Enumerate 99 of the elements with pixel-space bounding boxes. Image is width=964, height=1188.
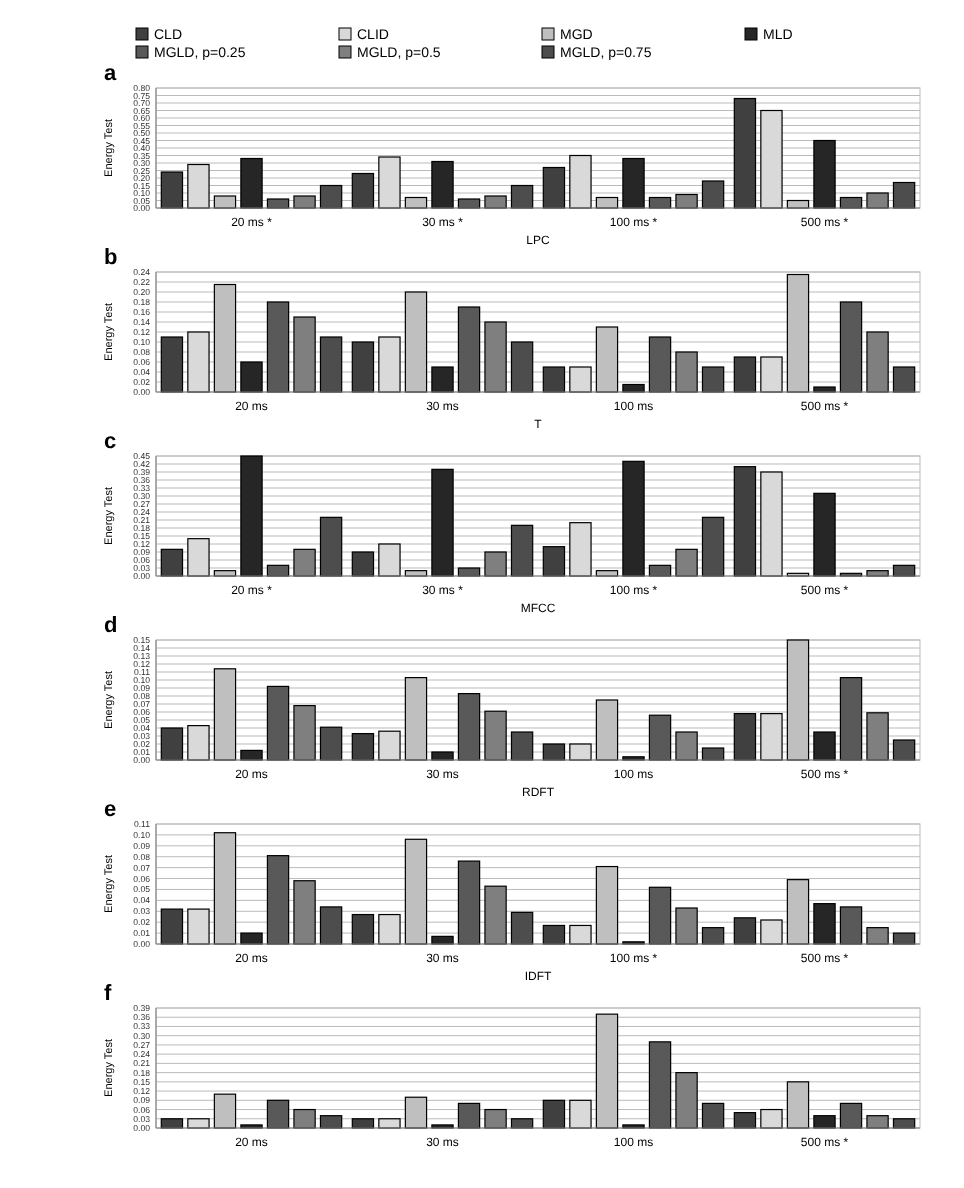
bar [240,932,263,945]
bar [431,468,454,577]
bar [892,932,916,945]
bar [839,906,863,945]
bar [378,543,401,577]
bar [378,156,401,209]
bar [431,751,454,761]
bar [266,685,290,761]
bar [542,1099,566,1129]
bar [839,677,863,761]
bar [813,731,836,761]
bar [892,366,916,393]
bar [457,1102,481,1129]
bar [569,1099,592,1129]
bar [648,1041,672,1129]
bar [187,538,210,577]
bar [760,471,783,577]
bar [319,906,343,945]
chart-title: b [104,246,118,270]
bar [569,522,592,577]
bar [240,455,263,577]
bar [622,157,645,209]
bar [813,1115,836,1129]
bar [892,181,916,209]
bar [431,366,454,393]
chart-title: a [104,62,118,86]
bar [510,184,534,209]
bar [813,903,836,945]
bar [431,160,454,209]
chart-title: f [104,982,112,1006]
bar [733,917,757,945]
bar [187,908,210,945]
bar [457,306,481,393]
bar [351,551,375,577]
bar [319,516,343,577]
bar [160,727,184,761]
bar [510,524,534,577]
bar [733,466,757,577]
bar [542,366,566,393]
bar [510,911,534,945]
bar [622,460,645,577]
bar [542,546,566,577]
chart-title: d [104,614,118,638]
bar [187,163,210,209]
bar [542,743,566,761]
bar [648,886,672,945]
bar [240,361,263,393]
bar [569,366,592,393]
bar [760,713,783,761]
bar [569,743,592,761]
bar [319,726,343,761]
bar [892,739,916,761]
bar [733,713,757,761]
bar [510,341,534,393]
bar [839,301,863,393]
bar [160,548,184,577]
bar [351,172,375,209]
bar [701,927,725,945]
bar [160,336,184,393]
bar [160,171,184,209]
bar [351,733,375,761]
bar [510,731,534,761]
bar [266,301,290,393]
bar [813,139,836,209]
bar [569,924,592,945]
bar [733,356,757,393]
bar [648,336,672,393]
bar [266,855,290,945]
bar [542,166,566,209]
bar [266,1099,290,1129]
bar [187,331,210,393]
bar [760,109,783,209]
chart-title: e [104,798,117,822]
bar [457,693,481,761]
bar [839,1102,863,1129]
bar [701,180,725,209]
bar [701,516,725,577]
bar [187,725,210,761]
bar [378,336,401,393]
bar [648,714,672,761]
chart-title: c [104,430,117,454]
bar [351,341,375,393]
bar [733,97,757,209]
bar [378,913,401,945]
bar [351,913,375,945]
bar [319,336,343,393]
bar [160,908,184,945]
bar [701,1102,725,1129]
bar [760,356,783,393]
bar [813,492,836,577]
bar [760,1108,783,1129]
bar [319,184,343,209]
bar [542,924,566,945]
bar [457,860,481,945]
bar [569,154,592,209]
bar [240,157,263,209]
bar [760,919,783,945]
bar [378,730,401,761]
bar [701,366,725,393]
